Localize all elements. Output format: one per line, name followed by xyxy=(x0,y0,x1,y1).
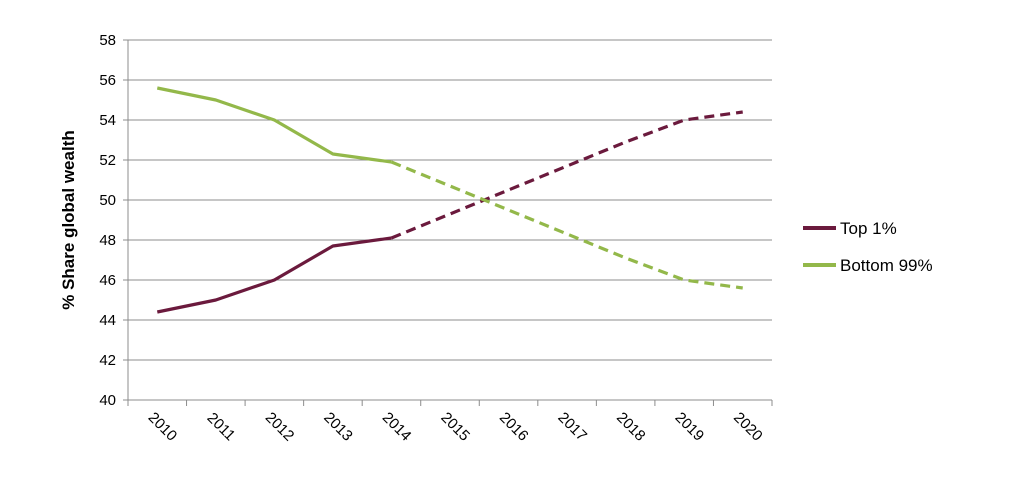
legend-label: Top 1% xyxy=(840,219,897,238)
series-lines xyxy=(156,86,743,314)
y-tick-label: 58 xyxy=(99,32,116,49)
y-tick-label: 40 xyxy=(99,392,116,409)
series-line-actual-1 xyxy=(156,86,392,164)
x-tick-label: 2017 xyxy=(554,409,590,445)
x-tick-label: 2015 xyxy=(437,409,473,445)
series-line-projected-1 xyxy=(390,160,743,290)
y-tick-label: 54 xyxy=(99,112,116,129)
series-line-actual-0 xyxy=(156,236,392,314)
x-tick-label: 2016 xyxy=(496,409,532,445)
y-axis-label: % Share global wealth xyxy=(59,130,78,310)
legend-label: Bottom 99% xyxy=(840,256,933,275)
y-tick-label: 44 xyxy=(99,312,116,329)
y-tick-label: 50 xyxy=(99,192,116,209)
series-line-projected-0 xyxy=(390,110,743,240)
x-tick-label: 2011 xyxy=(204,409,239,444)
x-axis-tick-labels: 2010 2011 2012 2013 2014 2015 2016 2017 2018 2019… xyxy=(145,409,766,445)
y-tick-label: 52 xyxy=(99,152,116,169)
x-tick-label: 2013 xyxy=(320,409,356,445)
y-axis-tick-labels: 40 42 44 46 48 50 52 54 56 58 xyxy=(99,32,116,409)
x-tick-label: 2019 xyxy=(672,409,708,445)
x-tick-label: 2020 xyxy=(730,409,766,445)
y-tick-label: 48 xyxy=(99,232,116,249)
y-tick-label: 56 xyxy=(99,72,116,89)
axes xyxy=(123,39,773,406)
y-tick-label: 46 xyxy=(99,272,116,289)
x-tick-label: 2012 xyxy=(262,409,298,445)
y-tick-label: 42 xyxy=(99,352,116,369)
grid-lines xyxy=(128,39,772,361)
x-tick-label: 2014 xyxy=(379,409,415,445)
legend: Top 1% Bottom 99% xyxy=(803,219,933,275)
x-tick-label: 2010 xyxy=(145,409,181,445)
x-tick-label: 2018 xyxy=(613,409,649,445)
